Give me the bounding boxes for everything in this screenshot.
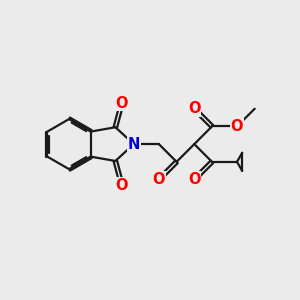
Text: O: O <box>153 172 165 187</box>
Text: O: O <box>116 178 128 193</box>
Text: O: O <box>188 101 200 116</box>
Text: O: O <box>116 96 128 111</box>
Text: O: O <box>231 119 243 134</box>
Text: N: N <box>128 136 140 152</box>
Text: O: O <box>188 172 200 187</box>
